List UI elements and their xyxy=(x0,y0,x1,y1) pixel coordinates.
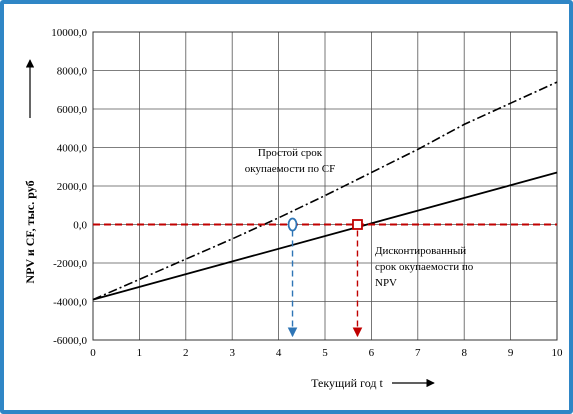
x-tick-label: 6 xyxy=(369,347,375,359)
y-tick-label: 4000,0 xyxy=(57,143,88,155)
y-axis-title: NPV и CF, тыс. руб xyxy=(23,180,37,283)
x-axis-title: Текущий год t xyxy=(311,376,383,390)
x-tick-label: 10 xyxy=(552,347,564,359)
axes: 0 1 2 3 4 5 6 7 8 9 10 -6000,0 -4000,0 -2000,0 0,0 2000… xyxy=(23,27,563,390)
y-tick-label: 8000,0 xyxy=(57,66,88,78)
annotation-label: NPV xyxy=(375,277,397,289)
x-tick-label: 2 xyxy=(183,347,189,359)
x-tick-label: 8 xyxy=(461,347,467,359)
y-tick-label: 6000,0 xyxy=(57,104,88,116)
plot-area-border xyxy=(92,31,558,341)
x-tick-label: 5 xyxy=(322,347,328,359)
x-tick-label: 9 xyxy=(508,347,514,359)
y-tick-label: -2000,0 xyxy=(53,258,87,270)
annotation-label: Простой срок xyxy=(258,147,323,159)
y-tick-label: -4000,0 xyxy=(53,297,87,309)
series-line-solid xyxy=(92,171,558,301)
payback-marker-circle xyxy=(287,217,298,232)
annotation-label: окупаемости по CF xyxy=(245,163,336,175)
series-layer xyxy=(92,81,558,301)
grid xyxy=(92,31,558,341)
x-tick-label: 1 xyxy=(137,347,143,359)
x-tick-label: 4 xyxy=(276,347,282,359)
y-tick-label: -6000,0 xyxy=(53,335,87,347)
annotations: Простой срок окупаемости по CF Дисконтиров… xyxy=(245,147,474,338)
annotation-label: Дисконтированный xyxy=(375,245,466,257)
x-tick-label: 0 xyxy=(90,347,96,359)
annotation-label: срок окупаемости по xyxy=(375,261,474,273)
x-tick-label: 7 xyxy=(415,347,421,359)
x-tick-label: 3 xyxy=(229,347,235,359)
y-tick-label: 0,0 xyxy=(73,220,87,232)
payback-marker-square xyxy=(352,219,363,230)
y-tick-label: 10000,0 xyxy=(51,27,87,39)
series-line-dash-dot xyxy=(92,81,558,301)
y-tick-label: 2000,0 xyxy=(57,181,88,193)
